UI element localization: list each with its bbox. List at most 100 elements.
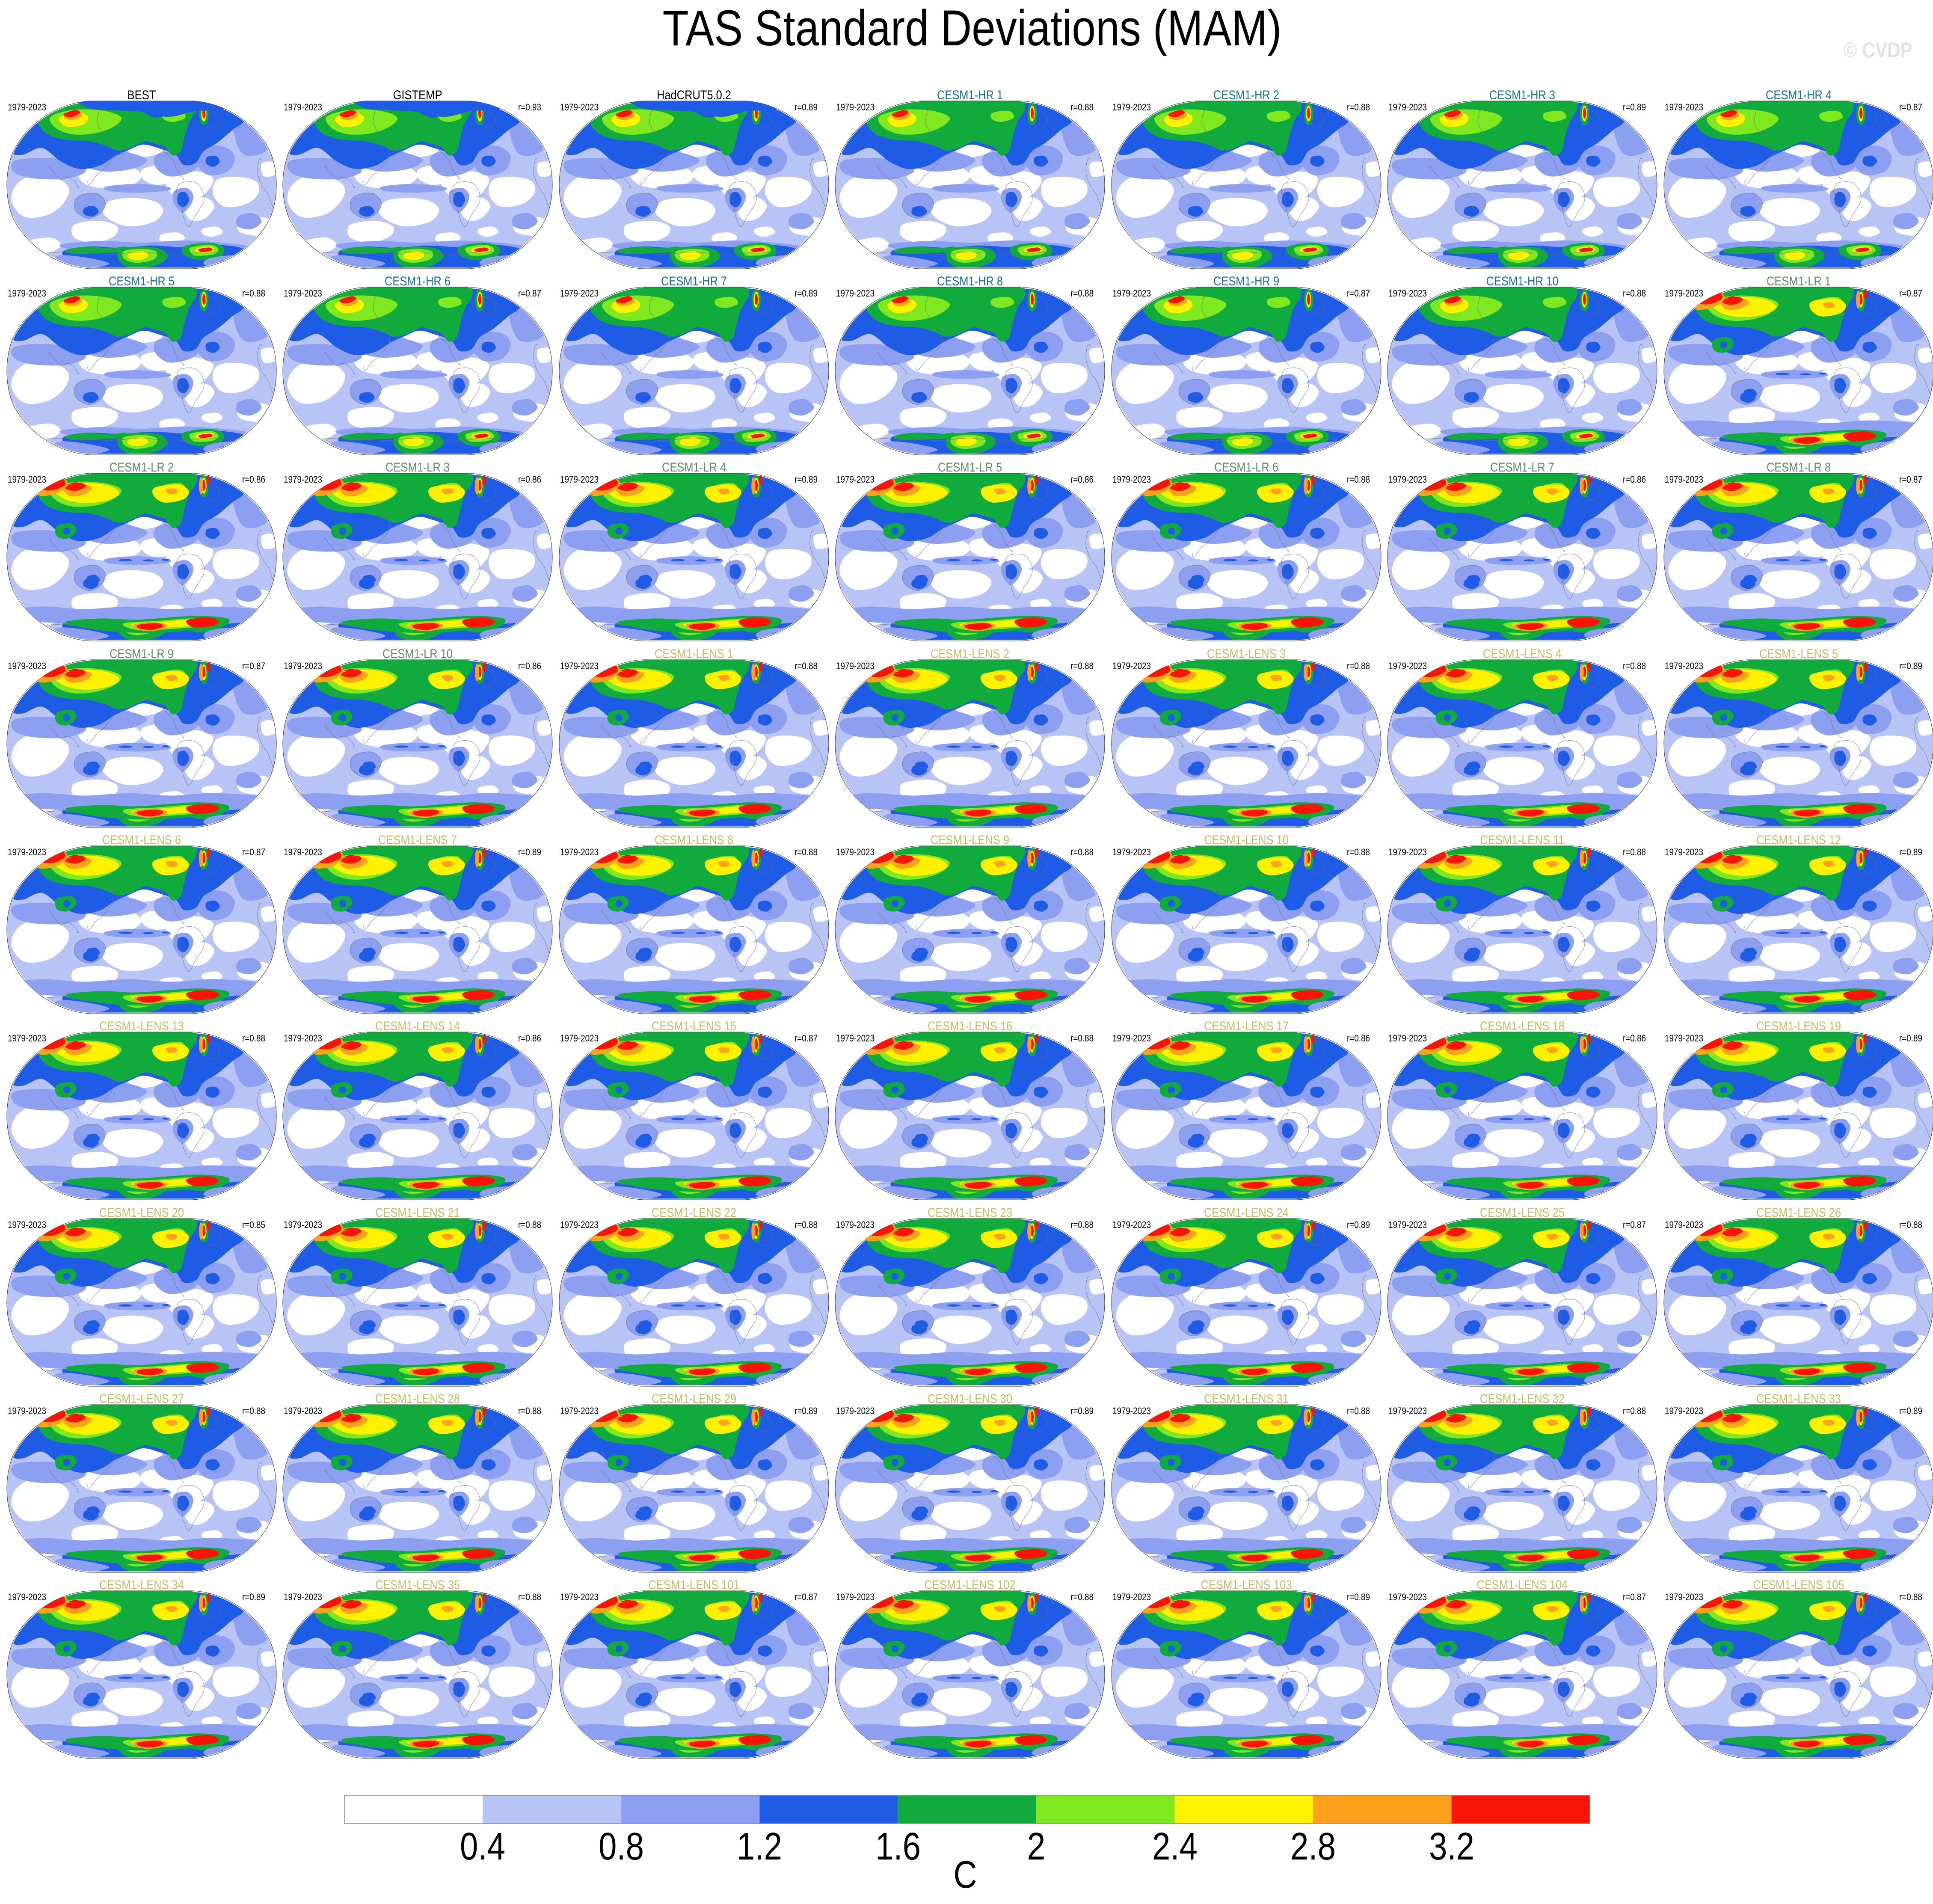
svg-text:r=0.87: r=0.87 bbox=[795, 1592, 818, 1602]
svg-text:CESM1-LENS 30: CESM1-LENS 30 bbox=[928, 1392, 1012, 1406]
svg-text:r=0.89: r=0.89 bbox=[795, 288, 818, 299]
svg-text:r=0.88: r=0.88 bbox=[518, 1592, 541, 1602]
svg-text:1979-2023: 1979-2023 bbox=[1388, 1219, 1427, 1230]
svg-text:CESM1-LENS 14: CESM1-LENS 14 bbox=[375, 1019, 460, 1033]
svg-text:r=0.88: r=0.88 bbox=[1070, 847, 1094, 857]
svg-text:r=0.88: r=0.88 bbox=[1070, 1033, 1094, 1044]
svg-text:1979-2023: 1979-2023 bbox=[8, 102, 46, 113]
svg-text:CESM1-LENS 17: CESM1-LENS 17 bbox=[1204, 1019, 1289, 1033]
svg-text:r=0.89: r=0.89 bbox=[1899, 1033, 1922, 1044]
svg-text:HadCRUT5.0.2: HadCRUT5.0.2 bbox=[657, 88, 731, 102]
svg-text:CESM1-LENS 35: CESM1-LENS 35 bbox=[375, 1578, 460, 1592]
svg-text:r=0.88: r=0.88 bbox=[1347, 102, 1370, 113]
svg-text:r=0.89: r=0.89 bbox=[1899, 847, 1922, 857]
svg-text:r=0.87: r=0.87 bbox=[1899, 102, 1922, 113]
svg-text:1979-2023: 1979-2023 bbox=[1112, 474, 1151, 485]
svg-text:1979-2023: 1979-2023 bbox=[284, 661, 322, 671]
svg-text:1979-2023: 1979-2023 bbox=[1388, 847, 1427, 857]
svg-text:r=0.89: r=0.89 bbox=[1070, 1406, 1094, 1416]
svg-text:1979-2023: 1979-2023 bbox=[560, 288, 599, 299]
svg-text:1979-2023: 1979-2023 bbox=[284, 474, 322, 485]
svg-text:CESM1-LENS 8: CESM1-LENS 8 bbox=[655, 833, 733, 847]
svg-text:r=0.86: r=0.86 bbox=[518, 1033, 541, 1044]
svg-text:1979-2023: 1979-2023 bbox=[836, 102, 875, 113]
svg-text:1979-2023: 1979-2023 bbox=[8, 1592, 46, 1602]
svg-text:1979-2023: 1979-2023 bbox=[284, 1033, 322, 1044]
svg-text:1979-2023: 1979-2023 bbox=[560, 1219, 599, 1230]
svg-text:2.8: 2.8 bbox=[1290, 1825, 1336, 1868]
svg-text:r=0.88: r=0.88 bbox=[1347, 474, 1370, 485]
svg-text:CESM1-LENS 6: CESM1-LENS 6 bbox=[102, 833, 181, 847]
svg-text:r=0.88: r=0.88 bbox=[1623, 661, 1646, 671]
svg-text:1979-2023: 1979-2023 bbox=[1112, 1592, 1151, 1602]
svg-text:CESM1-LENS 24: CESM1-LENS 24 bbox=[1204, 1206, 1289, 1220]
svg-text:1979-2023: 1979-2023 bbox=[560, 474, 599, 485]
svg-text:1979-2023: 1979-2023 bbox=[284, 288, 322, 299]
svg-text:0.4: 0.4 bbox=[460, 1825, 505, 1868]
svg-text:r=0.88: r=0.88 bbox=[1623, 847, 1646, 857]
svg-text:CESM1-LENS 11: CESM1-LENS 11 bbox=[1480, 833, 1565, 847]
svg-text:r=0.88: r=0.88 bbox=[1347, 847, 1370, 857]
svg-text:r=0.88: r=0.88 bbox=[518, 1219, 541, 1230]
svg-text:CESM1-LENS 5: CESM1-LENS 5 bbox=[1759, 647, 1838, 661]
svg-text:CESM1-HR 8: CESM1-HR 8 bbox=[937, 274, 1003, 288]
svg-text:1979-2023: 1979-2023 bbox=[836, 1219, 875, 1230]
svg-text:CESM1-LENS 33: CESM1-LENS 33 bbox=[1756, 1392, 1841, 1406]
svg-text:1979-2023: 1979-2023 bbox=[1388, 102, 1427, 113]
svg-text:r=0.86: r=0.86 bbox=[1623, 1033, 1646, 1044]
svg-text:1979-2023: 1979-2023 bbox=[8, 288, 46, 299]
svg-text:1979-2023: 1979-2023 bbox=[836, 1406, 875, 1416]
svg-text:r=0.87: r=0.87 bbox=[1623, 1219, 1646, 1230]
svg-text:CESM1-HR 3: CESM1-HR 3 bbox=[1489, 88, 1555, 102]
svg-text:1979-2023: 1979-2023 bbox=[1665, 847, 1703, 857]
svg-text:CESM1-LENS 101: CESM1-LENS 101 bbox=[649, 1578, 740, 1592]
svg-text:r=0.88: r=0.88 bbox=[242, 1033, 265, 1044]
svg-text:1979-2023: 1979-2023 bbox=[1665, 661, 1703, 671]
svg-text:0.8: 0.8 bbox=[599, 1825, 644, 1868]
svg-text:2.4: 2.4 bbox=[1152, 1825, 1198, 1868]
svg-text:1979-2023: 1979-2023 bbox=[1112, 1219, 1151, 1230]
svg-text:r=0.88: r=0.88 bbox=[1070, 1592, 1094, 1602]
svg-text:CESM1-LR 5: CESM1-LR 5 bbox=[938, 460, 1002, 475]
svg-text:1979-2023: 1979-2023 bbox=[1388, 474, 1427, 485]
svg-text:CESM1-LENS 102: CESM1-LENS 102 bbox=[925, 1578, 1016, 1592]
svg-text:CESM1-LENS 28: CESM1-LENS 28 bbox=[375, 1392, 460, 1406]
svg-text:1979-2023: 1979-2023 bbox=[284, 847, 322, 857]
svg-text:r=0.93: r=0.93 bbox=[518, 102, 541, 113]
svg-text:1979-2023: 1979-2023 bbox=[8, 1406, 46, 1416]
svg-text:CESM1-LENS 29: CESM1-LENS 29 bbox=[652, 1392, 736, 1406]
svg-text:CESM1-LENS 105: CESM1-LENS 105 bbox=[1753, 1578, 1844, 1592]
svg-text:1979-2023: 1979-2023 bbox=[1665, 1219, 1703, 1230]
svg-text:1979-2023: 1979-2023 bbox=[1388, 1033, 1427, 1044]
svg-text:1979-2023: 1979-2023 bbox=[1112, 1033, 1151, 1044]
svg-text:CESM1-HR 1: CESM1-HR 1 bbox=[937, 88, 1003, 102]
svg-text:TAS Standard Deviations (MAM): TAS Standard Deviations (MAM) bbox=[663, 0, 1282, 56]
svg-text:CESM1-LR 6: CESM1-LR 6 bbox=[1214, 460, 1278, 475]
svg-text:r=0.88: r=0.88 bbox=[242, 1406, 265, 1416]
svg-text:r=0.89: r=0.89 bbox=[1899, 661, 1922, 671]
svg-text:r=0.89: r=0.89 bbox=[1899, 1406, 1922, 1416]
svg-text:r=0.86: r=0.86 bbox=[242, 474, 265, 485]
svg-text:CESM1-LENS 32: CESM1-LENS 32 bbox=[1480, 1392, 1565, 1406]
svg-text:1979-2023: 1979-2023 bbox=[1665, 1406, 1703, 1416]
svg-text:CESM1-LENS 103: CESM1-LENS 103 bbox=[1201, 1578, 1292, 1592]
svg-text:CESM1-LENS 31: CESM1-LENS 31 bbox=[1204, 1392, 1289, 1406]
svg-text:1.2: 1.2 bbox=[737, 1825, 782, 1868]
svg-text:CESM1-LENS 20: CESM1-LENS 20 bbox=[99, 1206, 184, 1220]
svg-text:3.2: 3.2 bbox=[1429, 1825, 1474, 1868]
svg-text:1979-2023: 1979-2023 bbox=[560, 102, 599, 113]
svg-text:BEST: BEST bbox=[127, 88, 156, 102]
svg-text:CESM1-LR 8: CESM1-LR 8 bbox=[1767, 460, 1831, 475]
svg-text:CESM1-HR 4: CESM1-HR 4 bbox=[1766, 88, 1832, 102]
svg-text:1979-2023: 1979-2023 bbox=[836, 847, 875, 857]
svg-text:CESM1-LENS 12: CESM1-LENS 12 bbox=[1756, 833, 1841, 847]
svg-text:© CVDP: © CVDP bbox=[1844, 38, 1912, 62]
svg-text:r=0.88: r=0.88 bbox=[1070, 1219, 1094, 1230]
svg-text:r=0.86: r=0.86 bbox=[518, 661, 541, 671]
svg-text:1979-2023: 1979-2023 bbox=[8, 661, 46, 671]
svg-text:r=0.86: r=0.86 bbox=[518, 474, 541, 485]
svg-text:1979-2023: 1979-2023 bbox=[560, 1033, 599, 1044]
svg-text:r=0.87: r=0.87 bbox=[1899, 474, 1922, 485]
svg-text:CESM1-LENS 34: CESM1-LENS 34 bbox=[99, 1578, 184, 1592]
svg-text:r=0.88: r=0.88 bbox=[1070, 661, 1094, 671]
